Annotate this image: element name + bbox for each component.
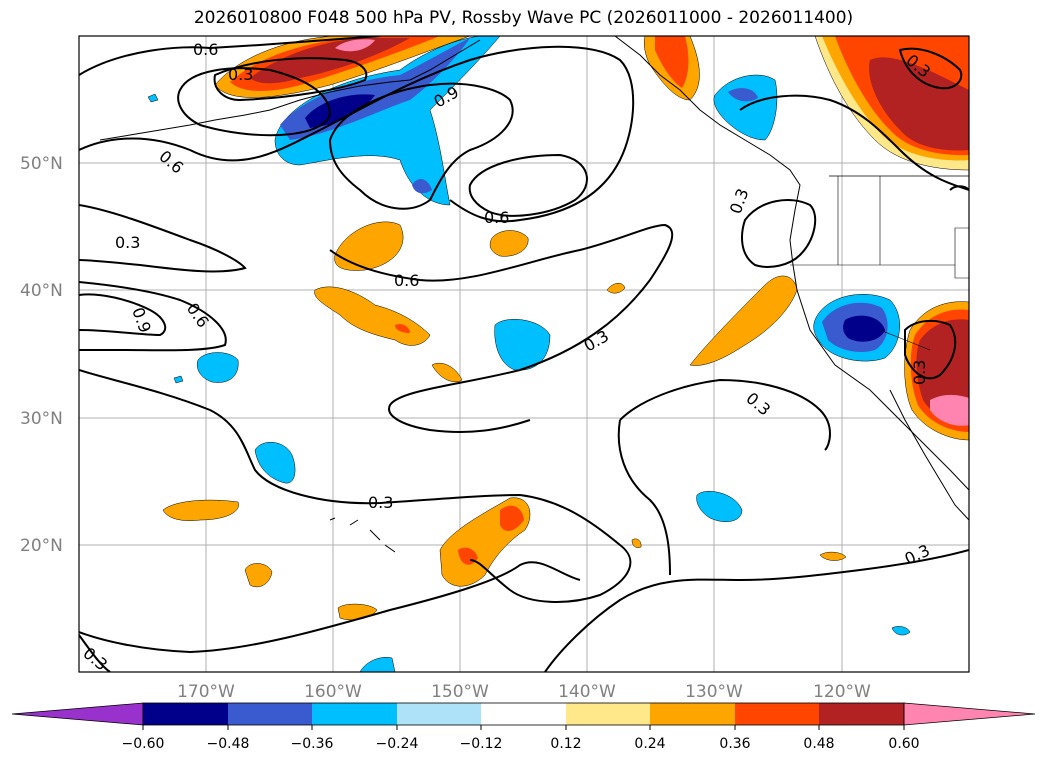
lon-tick-label: 170°W (177, 682, 235, 702)
colorbar: −0.60 −0.48 −0.36 −0.24 −0.12 0.12 0.24 … (11, 702, 1036, 752)
colorbar-segment (566, 703, 650, 725)
colorbar-label: −0.24 (376, 736, 419, 752)
colorbar-label: −0.36 (291, 736, 334, 752)
contour-0.3-east2 (617, 419, 671, 576)
contour-label: 0.6 (193, 40, 218, 59)
colorbar-segment (228, 703, 312, 725)
colorbar-label: 0.36 (719, 736, 750, 752)
contour-0.6-loop (177, 67, 332, 137)
colorbar-label: 0.12 (550, 736, 581, 752)
colorbar-extend-high (903, 702, 1036, 726)
map-title: 2026010800 F048 500 hPa PV, Rossby Wave … (193, 8, 854, 28)
colorbar-label: 0.48 (803, 736, 834, 752)
contour-0.9-west (79, 293, 167, 337)
lon-tick-label: 160°W (304, 682, 362, 702)
colorbar-label: 0.24 (634, 736, 665, 752)
colorbar-label: −0.48 (207, 736, 250, 752)
colorbar-label: −0.12 (460, 736, 503, 752)
lon-tick-label: 130°W (685, 682, 743, 702)
lat-tick-label: 50°N (20, 154, 63, 174)
colorbar-ticks (142, 725, 905, 730)
contour-0.3-ne (898, 47, 963, 90)
colorbar-segment (143, 703, 228, 725)
contour-0.3-west (79, 204, 247, 273)
pv-line-contours (79, 36, 969, 672)
colorbar-segment (397, 703, 481, 725)
contour-label: 0.3 (910, 360, 929, 385)
contour-label: 0.6 (394, 271, 419, 290)
colorbar-outline (142, 702, 905, 726)
lon-tick-label: 120°W (813, 682, 871, 702)
contour-0.3-nw-corner (79, 634, 111, 672)
contour-label: 0.3 (368, 493, 393, 512)
colorbar-segment (481, 703, 566, 725)
contour-0.3-aleutian (213, 57, 368, 102)
colorbar-segment (735, 703, 819, 725)
lat-tick-label: 30°N (20, 409, 63, 429)
lon-tick-labels: 170°W 160°W 150°W 140°W 130°W 120°W (177, 682, 871, 702)
colorbar-label: 0.60 (888, 736, 919, 752)
map-frame (78, 35, 970, 673)
contour-0.3-mexico (904, 319, 957, 380)
colorbar-extend-low (11, 702, 144, 726)
contour-0.6-inner (468, 153, 588, 217)
colorbar-segment (819, 703, 904, 725)
contour-0.6-central (329, 223, 674, 433)
colorbar-segment (312, 703, 397, 725)
contour-0.3-south (79, 561, 581, 654)
contour-0.3-central-east (544, 549, 969, 672)
contour-0.9-gulf (328, 82, 514, 210)
pv-anomaly-fills (147, 36, 969, 672)
contour-0.6-west (79, 281, 227, 352)
contour-label: 0.3 (115, 233, 140, 252)
lat-tick-label: 40°N (20, 281, 63, 301)
contour-0.6-gulf (79, 45, 635, 223)
contour-0.3-subtropic (79, 369, 632, 603)
negative-anomaly-gulf-alaska (274, 36, 501, 206)
coastlines (99, 36, 969, 553)
lon-tick-label: 140°W (558, 682, 616, 702)
contour-label: 0.3 (228, 65, 253, 84)
contour-0.3-eastern (619, 378, 831, 451)
contour-0.3-canada (739, 94, 969, 191)
lat-tick-labels: 50°N 40°N 30°N 20°N (20, 154, 63, 556)
contour-0.6-north (79, 36, 381, 76)
lat-tick-label: 20°N (20, 536, 63, 556)
contour-0.3-east (741, 199, 817, 268)
contour-label: 0.6 (484, 208, 509, 227)
colorbar-segment (650, 703, 735, 725)
lon-tick-label: 150°W (431, 682, 489, 702)
colorbar-label: −0.60 (122, 736, 165, 752)
